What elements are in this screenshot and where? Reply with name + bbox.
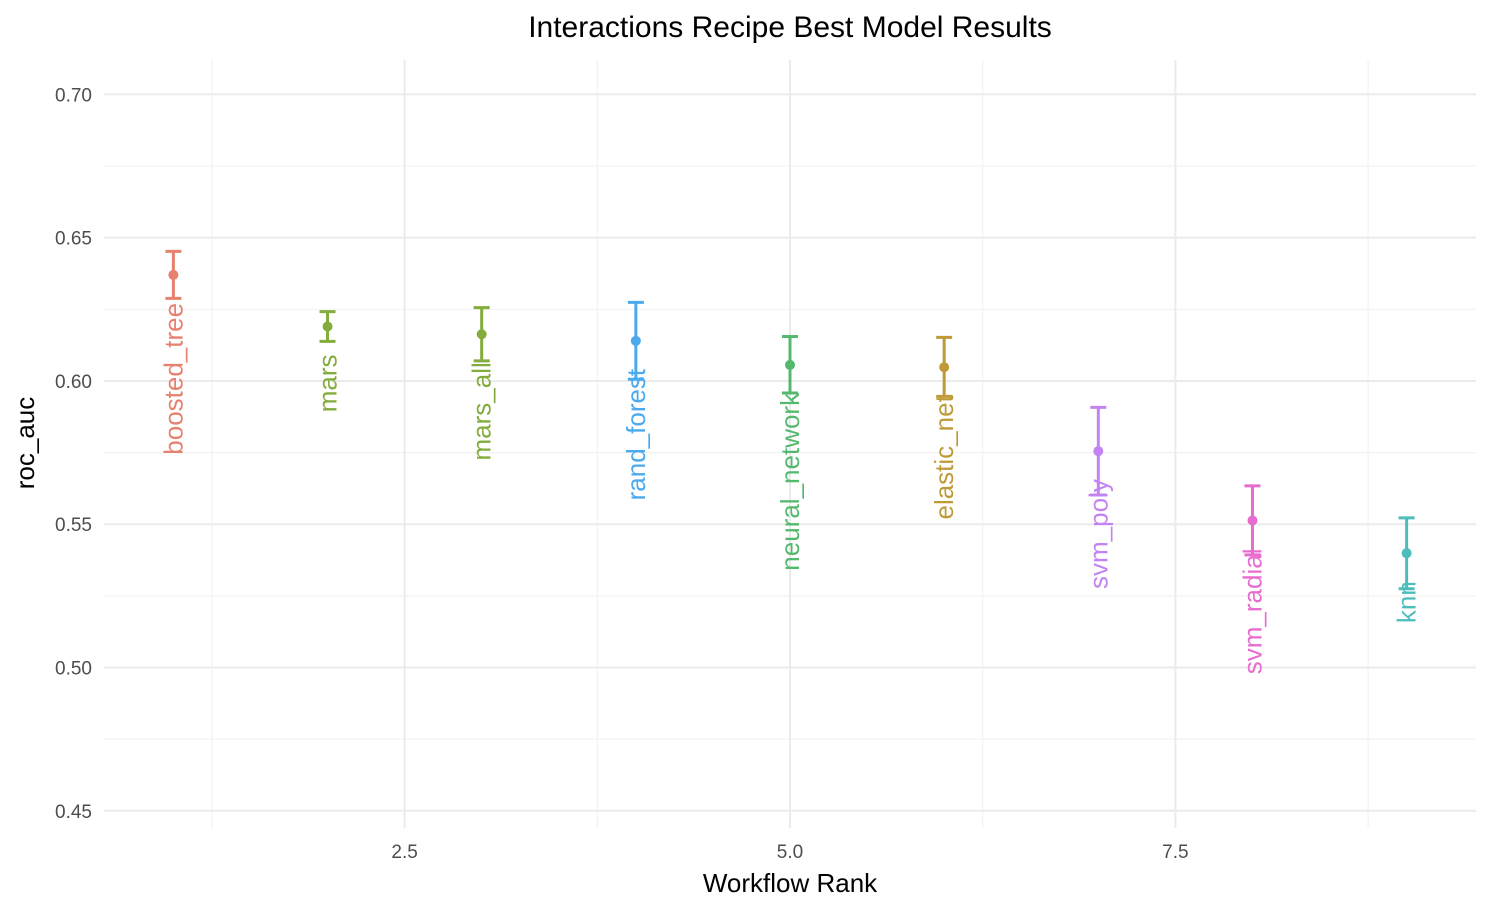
chart-title: Interactions Recipe Best Model Results <box>528 11 1052 44</box>
y-tick-label: 0.45 <box>55 802 92 823</box>
y-tick-label: 0.65 <box>55 229 92 250</box>
point-label: neural_network <box>775 392 805 571</box>
data-point-svm_poly: svm_poly <box>1083 405 1113 589</box>
point-marker <box>785 359 795 370</box>
data-point-knn: knn <box>1392 516 1422 623</box>
point-label: elastic_net <box>929 394 959 519</box>
data-point-mars_all: mars_all <box>467 306 497 460</box>
y-tick-label: 0.55 <box>55 515 92 536</box>
point-label: mars <box>313 355 343 413</box>
data-point-elastic_net: elastic_net <box>929 335 959 520</box>
grid-layer <box>104 60 1476 828</box>
point-marker <box>939 362 950 373</box>
point-label: knn <box>1392 581 1422 623</box>
point-label: mars_all <box>467 362 497 460</box>
y-tick-label: 0.70 <box>55 85 92 106</box>
point-label: svm_poly <box>1083 479 1113 589</box>
x-tick-label: 7.5 <box>1162 842 1188 863</box>
x-tick-labels: 2.5 5.0 7.5 <box>391 842 1188 863</box>
data-point-svm_radial: svm_radial <box>1237 484 1267 675</box>
y-tick-label: 0.50 <box>55 659 92 680</box>
x-tick-label: 2.5 <box>391 842 417 863</box>
data-point-rand_forest: rand_forest <box>621 300 651 500</box>
point-marker <box>630 335 641 346</box>
point-label: rand_forest <box>621 368 651 500</box>
y-tick-labels: 0.45 0.50 0.55 0.60 0.65 0.70 <box>55 85 92 822</box>
data-point-boosted_tree: boosted_tree <box>158 249 188 455</box>
point-marker <box>1401 548 1412 559</box>
point-marker <box>322 321 333 332</box>
data-point-neural_network: neural_network <box>775 335 805 571</box>
point-marker <box>1247 515 1258 526</box>
point-marker <box>1093 446 1104 457</box>
y-axis-title: roc_auc <box>10 397 40 490</box>
x-axis-title: Workflow Rank <box>703 868 878 898</box>
x-tick-label: 5.0 <box>777 842 803 863</box>
point-label: svm_radial <box>1237 549 1267 675</box>
y-tick-label: 0.60 <box>55 372 92 393</box>
point-marker <box>476 329 487 340</box>
point-label: boosted_tree <box>158 303 188 455</box>
data-marks: boosted_tree mars mars_all rand_forest neura… <box>158 249 1422 675</box>
data-point-mars: mars <box>313 310 343 413</box>
point-marker <box>168 269 179 280</box>
